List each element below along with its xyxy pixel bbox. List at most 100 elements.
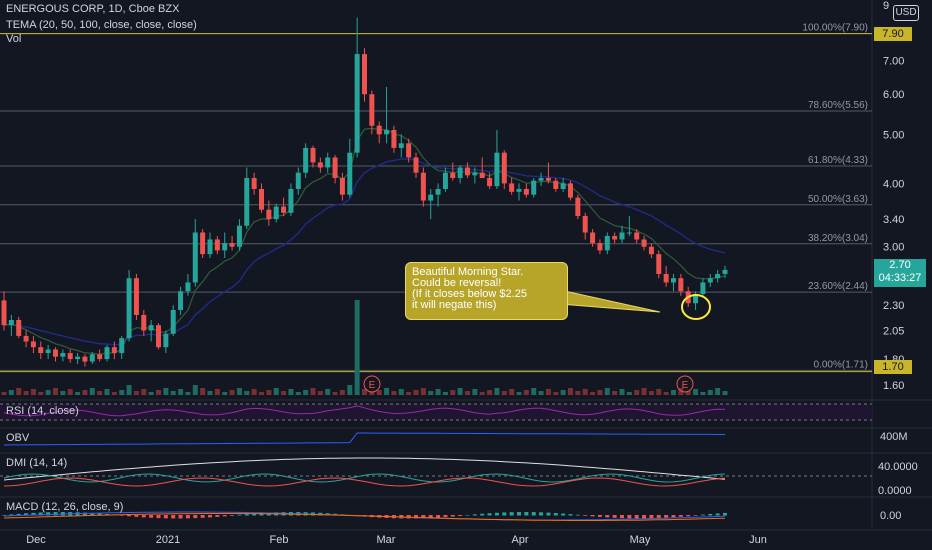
last-price-value: 2.70	[889, 259, 911, 271]
earnings-marker	[363, 375, 381, 393]
candle-body	[170, 309, 176, 334]
candle-body	[384, 129, 390, 135]
candle-body	[178, 291, 184, 310]
candle-body	[398, 143, 404, 148]
candle-body	[16, 319, 22, 336]
macd-histogram-bar	[450, 515, 455, 517]
candle-body	[545, 177, 551, 181]
candle-body	[406, 143, 412, 158]
candle-body	[126, 278, 132, 339]
volume-bar	[1, 392, 7, 395]
candle-body	[332, 157, 338, 178]
volume-bar	[236, 388, 242, 395]
macd-histogram-bar	[575, 514, 580, 516]
price-tick-label: 3.00	[883, 242, 904, 254]
volume-bar	[53, 388, 58, 395]
fib-level-label: 38.20%(3.04)	[808, 233, 868, 244]
volume-bar	[663, 392, 669, 395]
time-tick-label: 2021	[156, 534, 180, 546]
volume-bar	[281, 391, 287, 395]
macd-histogram-bar	[421, 515, 426, 519]
macd-histogram-bar	[546, 512, 551, 516]
macd-histogram-bar	[472, 514, 477, 516]
candle-body	[273, 206, 279, 220]
candle-body	[60, 353, 66, 357]
macd-signal-line	[3, 513, 726, 521]
volume-bar	[60, 391, 66, 395]
candle-body	[715, 273, 721, 279]
candle-body	[516, 188, 522, 192]
volume-bar	[457, 388, 463, 395]
volume-bar	[656, 389, 662, 395]
candle-body	[339, 177, 345, 195]
volume-bar	[82, 390, 88, 395]
macd-histogram-bar	[141, 515, 146, 518]
volume-bar	[612, 391, 618, 395]
candle-body	[89, 354, 95, 362]
candle-body	[707, 278, 713, 283]
macd-histogram-bar	[200, 515, 205, 518]
macd-histogram-bar	[627, 515, 632, 519]
macd-histogram-bar	[686, 515, 691, 517]
volume-bar	[575, 391, 581, 395]
volume-bar	[406, 392, 412, 395]
fib-level-label: 61.80%(4.33)	[808, 155, 868, 166]
candle-body	[266, 209, 272, 220]
candle-body	[509, 183, 515, 192]
candle-body	[391, 129, 397, 148]
annotation-callout[interactable]: Beautiful Morning Star. Could be reversa…	[405, 262, 568, 320]
candle-body	[259, 188, 264, 210]
macd-histogram-bar	[127, 515, 132, 517]
price-tick-label: 6.00	[883, 89, 904, 101]
volume-bar	[384, 388, 390, 395]
volume-bar	[553, 392, 559, 395]
volume-bar	[648, 391, 654, 395]
candle-body	[222, 243, 228, 251]
di-minus-line	[3, 477, 726, 487]
volume-bar	[494, 388, 500, 395]
symbol-title: ENERGOUS CORP, 1D, Cboe BZX	[6, 3, 180, 15]
volume-bar	[8, 390, 14, 395]
candle-body	[133, 278, 139, 315]
macd-histogram-bar	[458, 515, 463, 516]
volume-bar	[89, 388, 95, 395]
macd-histogram-bar	[436, 515, 441, 518]
candle-body	[229, 243, 235, 247]
volume-bar	[185, 392, 191, 395]
candle-body	[428, 194, 434, 201]
volume-bar	[207, 391, 213, 395]
earnings-label: E	[369, 380, 376, 391]
candle-body	[597, 243, 603, 251]
volume-bar	[104, 389, 110, 395]
candle-body	[700, 282, 706, 294]
callout-pointer	[559, 289, 661, 313]
macd-histogram-bar	[620, 515, 624, 519]
macd-histogram-bar	[517, 512, 521, 516]
candle-body	[553, 180, 559, 189]
volume-bar	[97, 391, 103, 395]
candle-body	[671, 278, 676, 283]
candle-body	[450, 172, 456, 178]
macd-histogram-bar	[502, 512, 507, 516]
volume-bar	[75, 392, 81, 395]
volume-legend: Vol	[6, 33, 22, 45]
candle-body	[413, 157, 419, 173]
volume-bar	[259, 392, 264, 395]
candle-body	[111, 347, 117, 354]
macd-histogram-bar	[428, 515, 433, 518]
volume-bar	[310, 388, 316, 395]
volume-bar	[317, 391, 323, 395]
macd-histogram-bar	[2, 515, 6, 516]
candle-body	[53, 349, 58, 357]
macd-histogram-bar	[252, 513, 257, 516]
rsi-band	[0, 404, 872, 420]
currency-badge[interactable]: USD	[893, 5, 919, 21]
volume-bar	[376, 390, 382, 395]
macd-histogram-bar	[149, 515, 154, 518]
candle-body	[281, 206, 287, 213]
time-tick-label: Feb	[270, 534, 289, 546]
volume-bar	[391, 391, 397, 395]
fib-level-label: 23.60%(2.44)	[808, 281, 868, 292]
time-tick-label: Dec	[26, 534, 46, 546]
